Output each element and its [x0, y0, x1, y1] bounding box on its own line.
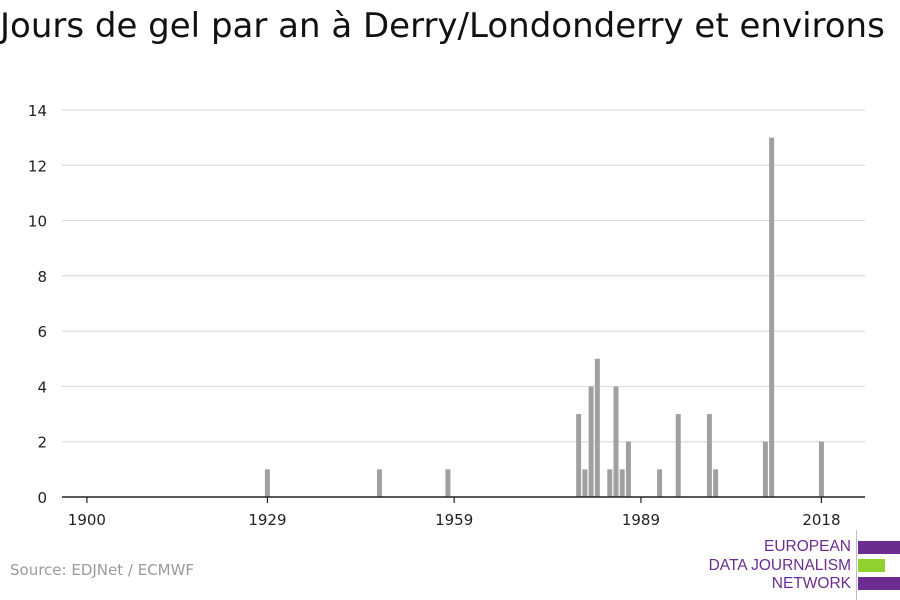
- bar-2010: [769, 137, 775, 497]
- logo-bar-purple-top: [858, 541, 900, 554]
- logo-bar-purple-bottom: [858, 577, 900, 590]
- logo-line-data-journalism: DATA JOURNALISM: [708, 556, 851, 574]
- y-tick-label-4: 4: [37, 378, 47, 396]
- bar-1986: [619, 469, 625, 497]
- x-tick-label-1959: 1959: [435, 511, 473, 529]
- logo-divider: [856, 530, 857, 600]
- bar-1992: [657, 469, 663, 497]
- y-tick-label-8: 8: [37, 268, 47, 286]
- y-tick-label-2: 2: [37, 434, 47, 452]
- x-tick-label-1929: 1929: [248, 511, 286, 529]
- bar-1980: [582, 469, 588, 497]
- y-tick-label-14: 14: [28, 102, 47, 120]
- edjnet-logo[interactable]: EUROPEAN DATA JOURNALISM NETWORK: [700, 530, 900, 600]
- logo-line-european: EUROPEAN: [764, 538, 851, 555]
- frost-days-bar-chart: 0 2 4 6 8 10 12 14 1900 1929 1959 1989 2018: [28, 102, 865, 529]
- x-tick-label-2018: 2018: [802, 511, 840, 529]
- axes: 0 2 4 6 8 10 12 14 1900 1929 1959 1989 2018: [28, 102, 865, 529]
- gridlines: [62, 109, 865, 443]
- chart-title: Jours de gel par an à Derry/Londonderry …: [0, 6, 885, 46]
- bar-2018: [818, 441, 824, 497]
- logo-line-network: NETWORK: [771, 575, 851, 592]
- y-tick-label-0: 0: [37, 489, 47, 507]
- bar-1958: [445, 469, 451, 497]
- bar-2001: [713, 469, 719, 497]
- bars: [264, 137, 824, 497]
- x-tick-label-1900: 1900: [68, 511, 106, 529]
- bar-2009: [762, 441, 768, 497]
- y-tick-label-10: 10: [28, 213, 47, 231]
- bar-1947: [376, 469, 382, 497]
- bar-1982: [594, 358, 600, 497]
- logo-bar-green: [858, 559, 885, 572]
- logo-text: EUROPEAN DATA JOURNALISM NETWORK: [709, 538, 851, 594]
- x-tick-label-1989: 1989: [622, 511, 660, 529]
- bar-1979: [576, 414, 582, 497]
- bar-1985: [613, 386, 619, 497]
- bar-1987: [625, 441, 631, 497]
- source-note: Source: EDJNet / ECMWF: [10, 561, 195, 579]
- bar-1995: [675, 414, 681, 497]
- y-tick-label-6: 6: [37, 323, 47, 341]
- bar-1929: [264, 469, 270, 497]
- bar-1984: [607, 469, 613, 497]
- bar-1981: [588, 386, 594, 497]
- y-tick-label-12: 12: [28, 157, 47, 175]
- bar-2000: [706, 414, 712, 497]
